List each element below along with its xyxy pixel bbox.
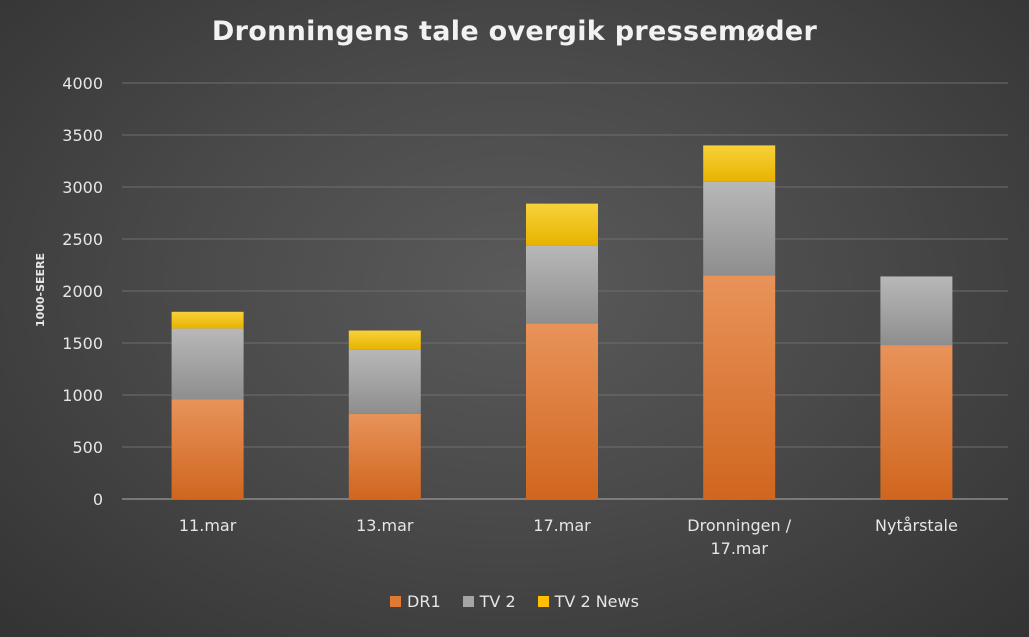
bar-tv-2-news: [526, 203, 598, 246]
legend-swatch: [390, 596, 402, 607]
x-tick-label: Nytårstale: [875, 516, 958, 535]
bar-tv-2-news: [171, 311, 244, 329]
legend-swatch: [537, 596, 549, 607]
legend: DR1 TV 2 TV 2 News: [0, 592, 1029, 611]
x-tick-label: 11.mar: [179, 516, 237, 535]
y-tick-label: 2500: [62, 230, 103, 249]
y-tick-label: 3000: [62, 178, 103, 197]
x-tick-label: 13.mar: [356, 516, 414, 535]
x-tick-label: 17.mar: [710, 539, 768, 558]
legend-label: TV 2: [479, 592, 516, 611]
legend-label: DR1: [407, 592, 441, 611]
chart-title: Dronningens tale overgik pressemøder: [211, 16, 818, 47]
y-tick-label: 4000: [62, 74, 103, 93]
legend-swatch: [462, 596, 474, 607]
bar-dr1: [171, 399, 244, 499]
bar-dr1: [880, 345, 953, 499]
bar-tv-2: [703, 181, 776, 276]
bar-tv-2: [880, 276, 953, 346]
legend-label: TV 2 News: [554, 592, 639, 611]
legend-item: TV 2: [462, 592, 516, 611]
bar-dr1: [526, 323, 598, 499]
y-tick-label: 0: [93, 490, 103, 509]
x-axis-labels: 11.mar 13.mar 17.mar Dronningen / 17.mar Nytå…: [179, 516, 958, 558]
legend-item: TV 2 News: [537, 592, 639, 611]
bar-dr1: [348, 413, 421, 499]
bar-tv-2: [348, 349, 421, 414]
y-tick-label: 500: [72, 438, 103, 457]
bar-tv-2: [171, 328, 244, 400]
legend-item: DR1: [390, 592, 441, 611]
y-tick-label: 1500: [62, 334, 103, 353]
x-tick-label: Dronningen /: [687, 516, 791, 535]
bar-tv-2-news: [348, 330, 421, 350]
y-axis-label: 1000-SEERE: [34, 253, 47, 327]
bar-dr1: [703, 275, 776, 499]
y-tick-label: 2000: [62, 282, 103, 301]
bar-tv-2-news: [703, 145, 776, 182]
y-axis-ticks: 0 500 1000 1500 2000 2500 3000 3500 4000: [62, 74, 103, 509]
y-tick-label: 1000: [62, 386, 103, 405]
x-tick-label: 17.mar: [533, 516, 591, 535]
bar-tv-2: [526, 245, 598, 324]
bars: [171, 145, 953, 499]
y-tick-label: 3500: [62, 126, 103, 145]
